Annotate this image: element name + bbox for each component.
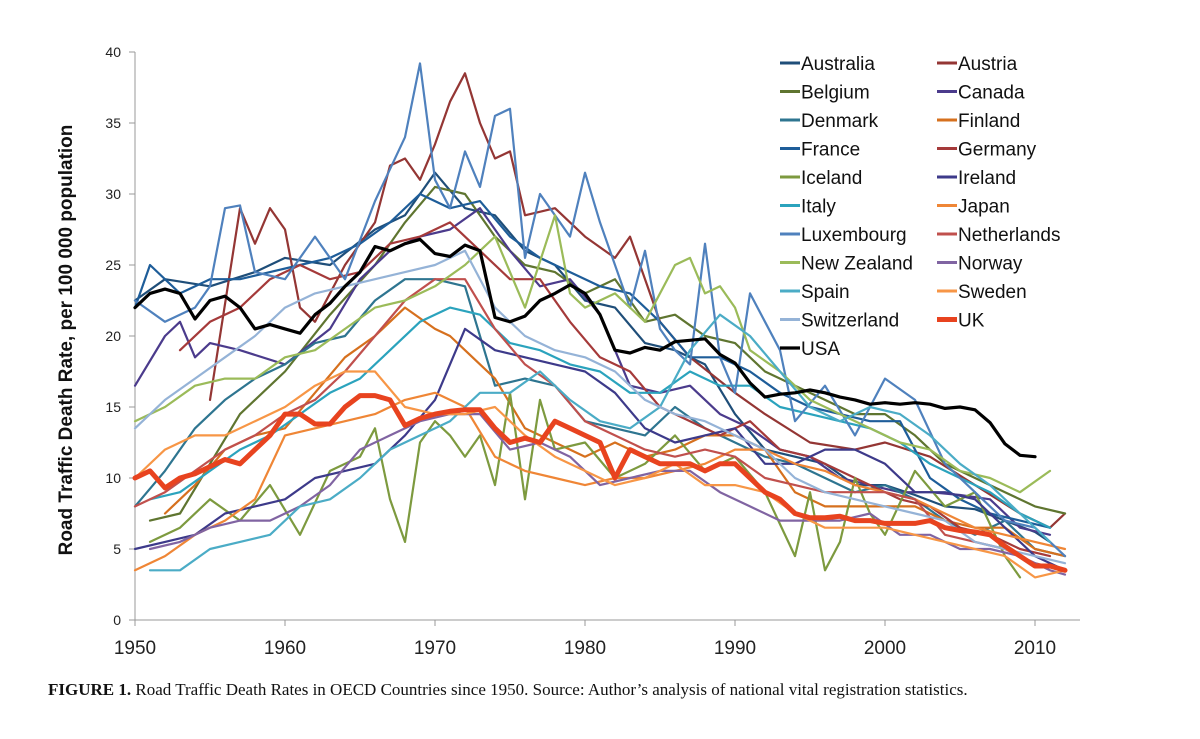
figure-caption: FIGURE 1. Road Traffic Death Rates in OE… [48,680,1168,700]
chart-series-lines [132,62,1068,579]
x-tick-label: 1970 [414,638,456,659]
y-tick-label: 40 [105,44,121,60]
y-tick-label: 30 [105,186,121,202]
legend-label-netherlands: Netherlands [958,225,1060,246]
series-line-germany [178,221,1052,558]
series-line-uk [132,393,1068,573]
legend-label-ireland: Ireland [958,168,1016,189]
legend-label-spain: Spain [801,282,850,303]
series-line-austria [208,72,1067,529]
x-tick-label: 1980 [564,638,606,659]
y-tick-label: 5 [113,541,121,557]
x-tick-label: 2000 [864,638,906,659]
x-tick-label: 1960 [264,638,306,659]
legend-label-finland: Finland [958,111,1020,132]
legend-label-italy: Italy [801,197,836,218]
legend-label-new-zealand: New Zealand [801,254,913,275]
legend-label-usa: USA [801,339,840,360]
chart-legend: Australia Austria Belgium Canada Denmark Finl… [780,54,1060,360]
legend-label-canada: Canada [958,83,1025,104]
y-tick-label: 15 [105,399,121,415]
y-tick-label: 10 [105,470,121,486]
legend-label-luxembourg: Luxembourg [801,225,907,246]
series-line-usa [133,237,1037,459]
legend-label-germany: Germany [958,140,1037,161]
legend-label-norway: Norway [958,254,1023,275]
legend-label-france: France [801,140,860,161]
series-line-finland [163,306,1067,558]
series-line-new-zealand [133,214,1052,494]
y-tick-label: 0 [113,612,121,628]
series-line-iceland [148,391,1022,579]
caption-label: FIGURE 1. [48,680,132,699]
legend-label-denmark: Denmark [801,111,879,132]
legend-label-australia: Australia [801,54,875,75]
legend-label-japan: Japan [958,197,1010,218]
series-line-france [133,192,1052,529]
x-tick-label: 2010 [1014,638,1056,659]
legend-label-uk: UK [958,311,985,332]
legend-label-belgium: Belgium [801,83,870,104]
series-line-belgium [148,185,1067,522]
series-line-norway [148,413,1067,576]
series-line-ireland [133,327,1067,572]
series-line-sweden [133,370,1067,579]
y-tick-label: 20 [105,328,121,344]
y-tick-label: 35 [105,115,121,131]
y-axis-label: Road Traffic Death Rate, per 100 000 pop… [56,125,77,556]
line-chart: 0 5 10 15 20 25 30 35 40 1950 1960 1970 1980 1990 2000… [56,44,1080,659]
x-tick-label: 1950 [114,638,156,659]
chart-axes: 0 5 10 15 20 25 30 35 40 1950 1960 1970 1980 1990 2000… [105,44,1080,659]
series-line-switzerland [133,249,1067,565]
series-line-spain [148,313,1052,572]
caption-text: Road Traffic Death Rates in OECD Countri… [135,680,968,699]
legend-label-sweden: Sweden [958,282,1027,303]
legend-label-switzerland: Switzerland [801,311,899,332]
y-tick-label: 25 [105,257,121,273]
legend-label-iceland: Iceland [801,168,862,189]
series-line-denmark [133,278,1067,558]
x-tick-label: 1990 [714,638,756,659]
series-line-australia [133,171,1052,544]
series-line-japan [133,391,1067,572]
legend-label-austria: Austria [958,54,1018,75]
